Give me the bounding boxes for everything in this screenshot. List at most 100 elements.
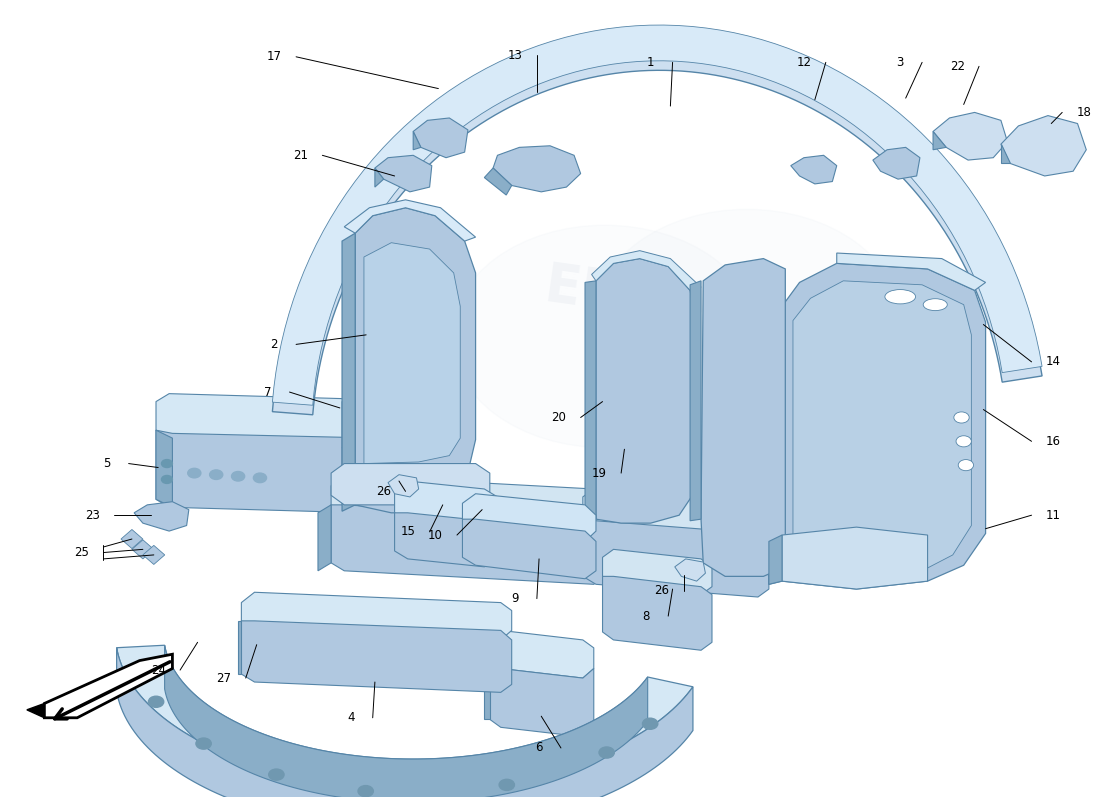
Polygon shape — [603, 576, 712, 650]
Polygon shape — [117, 646, 693, 788]
Text: 23: 23 — [85, 509, 100, 522]
Text: 12: 12 — [796, 56, 812, 69]
Text: 2: 2 — [271, 338, 278, 351]
Polygon shape — [603, 550, 712, 594]
Polygon shape — [462, 519, 596, 578]
Polygon shape — [132, 540, 154, 559]
Polygon shape — [414, 118, 468, 158]
Circle shape — [358, 786, 373, 797]
Circle shape — [253, 473, 266, 482]
Polygon shape — [375, 155, 432, 192]
Polygon shape — [873, 147, 920, 179]
Text: 6: 6 — [536, 742, 542, 754]
Text: 20: 20 — [551, 411, 566, 424]
Text: 18: 18 — [1077, 106, 1091, 119]
Polygon shape — [493, 146, 581, 192]
Circle shape — [210, 470, 223, 479]
Circle shape — [956, 436, 971, 447]
Polygon shape — [583, 518, 769, 597]
Polygon shape — [156, 394, 460, 448]
Polygon shape — [1001, 144, 1010, 163]
Circle shape — [642, 718, 658, 730]
Text: EUROPES: EUROPES — [540, 260, 822, 350]
Text: 25: 25 — [74, 546, 89, 559]
Text: 11: 11 — [1046, 509, 1060, 522]
Polygon shape — [342, 402, 460, 457]
Polygon shape — [395, 481, 497, 529]
Polygon shape — [782, 263, 986, 589]
Polygon shape — [490, 630, 594, 678]
Polygon shape — [241, 621, 512, 692]
Circle shape — [231, 471, 244, 481]
Polygon shape — [388, 474, 419, 497]
Circle shape — [958, 459, 974, 470]
Polygon shape — [355, 208, 475, 513]
Polygon shape — [165, 646, 648, 800]
Circle shape — [594, 210, 900, 432]
Circle shape — [162, 475, 173, 483]
Text: 8: 8 — [642, 610, 650, 622]
Ellipse shape — [923, 298, 947, 310]
Polygon shape — [375, 168, 384, 187]
Polygon shape — [342, 233, 355, 511]
Text: 3: 3 — [896, 56, 904, 69]
Polygon shape — [674, 559, 705, 581]
Polygon shape — [238, 621, 241, 674]
Polygon shape — [484, 661, 490, 719]
Polygon shape — [769, 535, 782, 584]
Text: 22: 22 — [949, 60, 965, 73]
Polygon shape — [273, 25, 1042, 406]
Polygon shape — [134, 502, 189, 531]
Polygon shape — [241, 592, 512, 640]
Polygon shape — [933, 113, 1008, 160]
Polygon shape — [156, 430, 173, 507]
Polygon shape — [701, 258, 785, 576]
Circle shape — [148, 696, 164, 707]
Polygon shape — [117, 648, 693, 800]
Text: 19: 19 — [592, 466, 607, 479]
Polygon shape — [933, 131, 946, 150]
Polygon shape — [156, 430, 460, 515]
Polygon shape — [331, 475, 605, 527]
Polygon shape — [585, 281, 596, 519]
Polygon shape — [344, 200, 475, 241]
Polygon shape — [44, 654, 173, 718]
Polygon shape — [331, 463, 490, 505]
Text: 17: 17 — [266, 50, 282, 63]
Text: 26: 26 — [376, 485, 392, 498]
Polygon shape — [364, 242, 460, 463]
Circle shape — [451, 226, 758, 448]
Text: 15: 15 — [400, 526, 415, 538]
Polygon shape — [395, 513, 497, 567]
Circle shape — [188, 468, 201, 478]
Polygon shape — [331, 505, 605, 584]
Circle shape — [954, 412, 969, 423]
Circle shape — [499, 779, 515, 790]
Polygon shape — [769, 306, 782, 584]
Ellipse shape — [884, 290, 915, 304]
Text: 9: 9 — [512, 592, 519, 605]
Polygon shape — [121, 530, 143, 549]
Text: 26: 26 — [654, 584, 669, 597]
Circle shape — [600, 747, 614, 758]
Polygon shape — [837, 253, 986, 290]
Polygon shape — [143, 546, 165, 565]
Text: 4: 4 — [348, 711, 354, 724]
Polygon shape — [690, 281, 701, 521]
Polygon shape — [484, 168, 512, 195]
Text: 5: 5 — [103, 457, 110, 470]
Polygon shape — [782, 527, 927, 589]
Polygon shape — [793, 281, 971, 576]
Polygon shape — [318, 505, 331, 571]
Circle shape — [268, 769, 284, 780]
Text: 1: 1 — [647, 56, 654, 69]
Text: 21: 21 — [293, 149, 308, 162]
Circle shape — [162, 459, 173, 467]
Polygon shape — [592, 250, 701, 290]
Polygon shape — [490, 661, 594, 737]
Text: 13: 13 — [507, 49, 522, 62]
Text: 27: 27 — [217, 671, 231, 685]
Text: 24: 24 — [151, 664, 166, 677]
Polygon shape — [273, 34, 1042, 414]
Text: 16: 16 — [1046, 435, 1060, 448]
